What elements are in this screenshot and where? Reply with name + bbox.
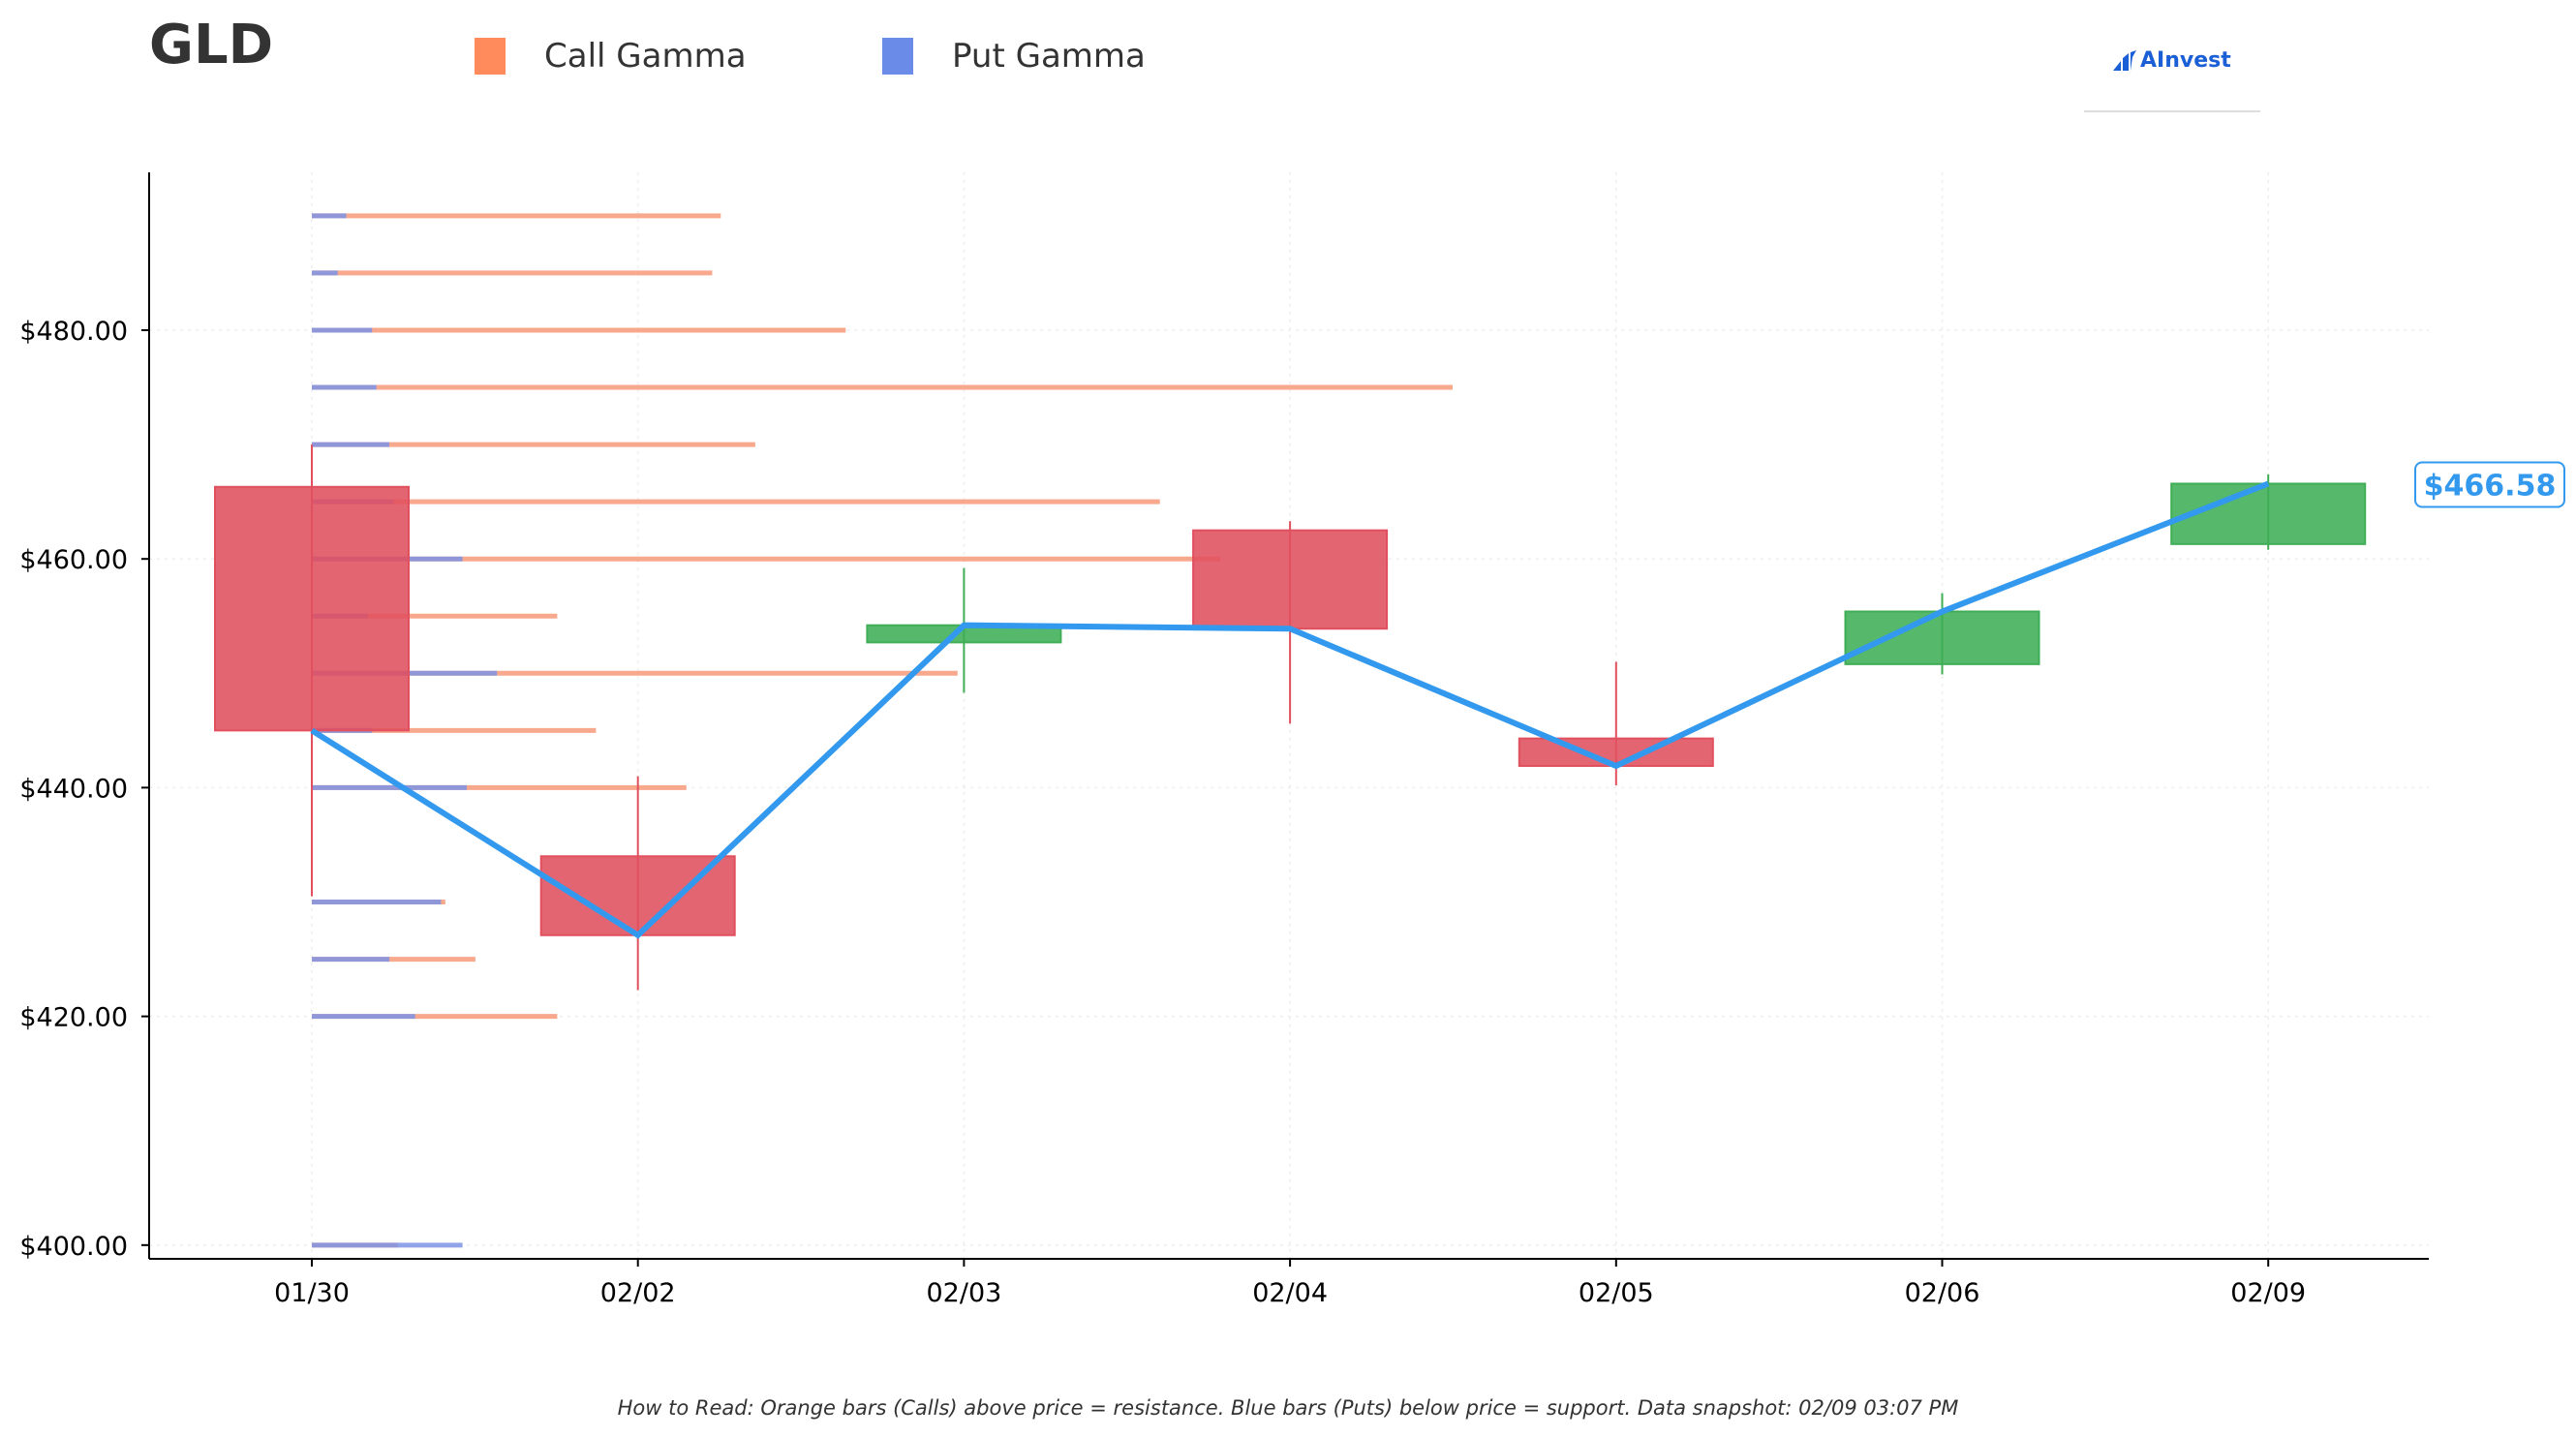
- x-tick-label: 02/03: [926, 1278, 1001, 1308]
- y-tick-label: $460.00: [19, 545, 128, 575]
- y-tick-label: $420.00: [19, 1003, 128, 1033]
- x-tick-label: 02/09: [2230, 1278, 2306, 1308]
- last-price-box: [2414, 461, 2565, 508]
- call-gamma-swatch: [475, 38, 506, 75]
- x-tick-label: 02/04: [1252, 1278, 1328, 1308]
- put-gamma-swatch: [882, 38, 913, 75]
- chart-arrow-icon: [2113, 49, 2136, 71]
- legend-call-gamma: Call Gamma: [475, 37, 747, 76]
- y-tick-label: $440.00: [19, 774, 128, 804]
- candle-body: [1192, 529, 1389, 630]
- legend-label-put: Put Gamma: [952, 37, 1146, 76]
- candle-body: [214, 485, 410, 732]
- how-to-read-footnote: How to Read: Orange bars (Calls) above p…: [617, 1396, 1959, 1420]
- candle-body: [1844, 610, 2040, 665]
- candle-body: [2170, 482, 2367, 545]
- logo-text: AInvest: [2140, 48, 2231, 73]
- x-tick-label: 01/30: [274, 1278, 350, 1308]
- x-tick-label: 02/02: [600, 1278, 676, 1308]
- logo-divider: [2084, 110, 2260, 112]
- y-tick-label: $400.00: [19, 1232, 128, 1262]
- close-price-line: [310, 480, 2270, 939]
- candle-body: [1518, 737, 1714, 767]
- last-price-label: $466.58: [2424, 469, 2557, 503]
- x-tick-label: 02/05: [1579, 1278, 1654, 1308]
- x-tick-label: 02/06: [1905, 1278, 1980, 1308]
- legend-put-gamma: Put Gamma: [882, 37, 1146, 76]
- ticker-title: GLD: [149, 14, 274, 76]
- legend-label-call: Call Gamma: [544, 37, 747, 76]
- ainvest-logo[interactable]: AInvest: [2111, 48, 2231, 73]
- y-tick-label: $480.00: [19, 317, 128, 347]
